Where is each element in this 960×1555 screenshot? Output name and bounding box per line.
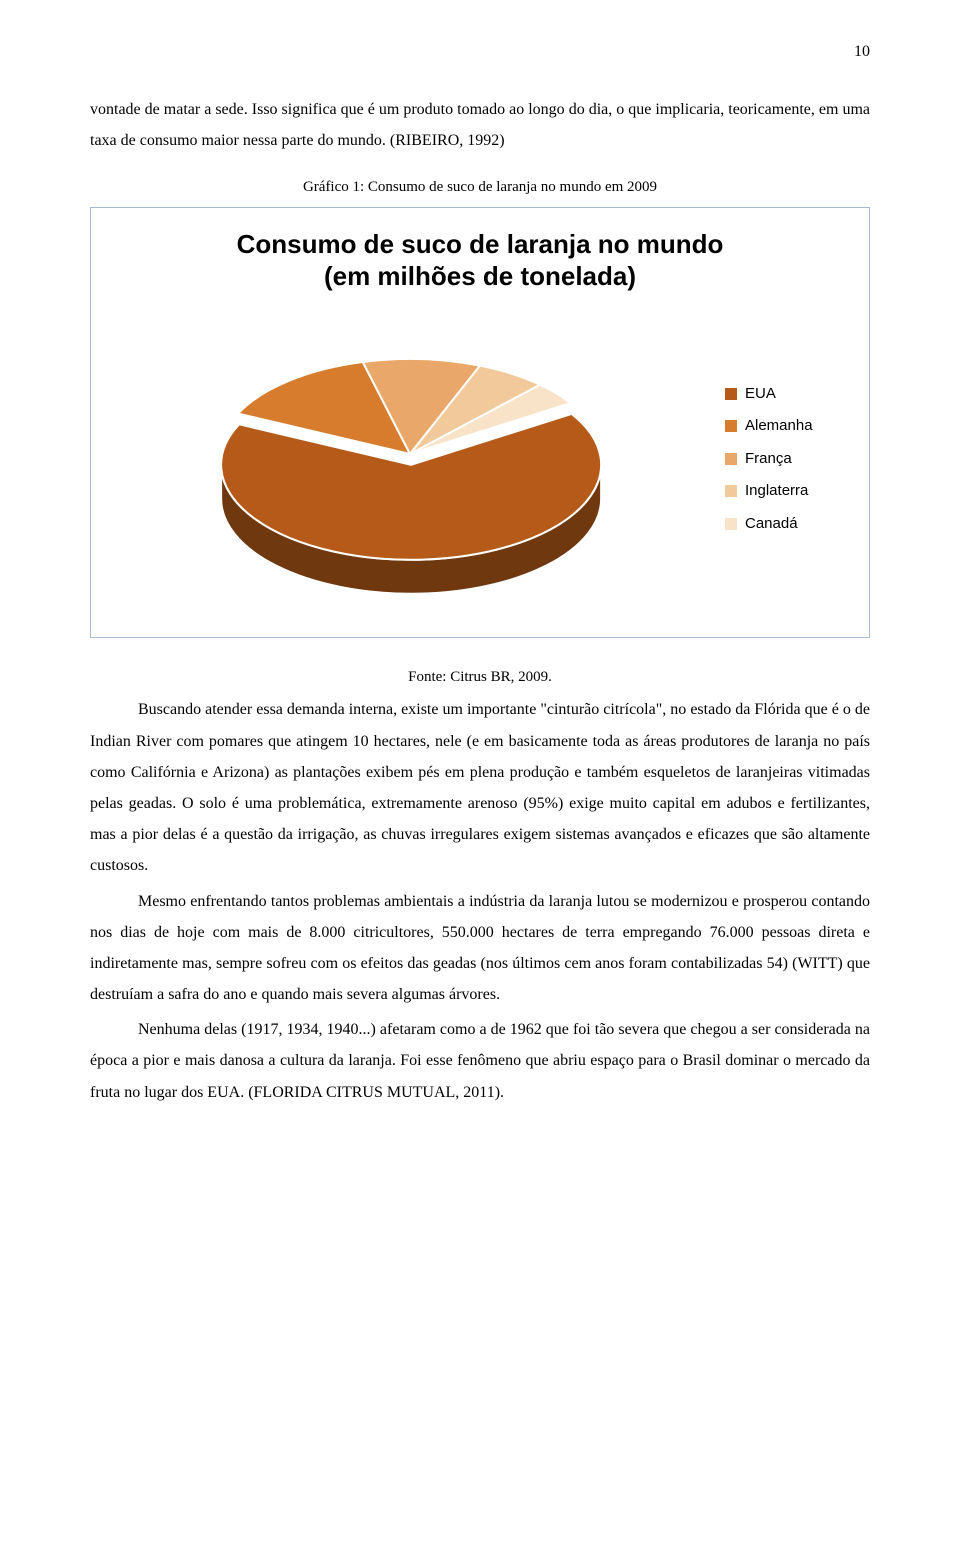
legend-item: EUA: [725, 383, 845, 406]
pie-wrap: [115, 309, 705, 609]
legend-item: França: [725, 448, 845, 471]
legend-label: Canadá: [745, 513, 798, 536]
legend: EUA Alemanha França Inglaterra Canadá: [725, 383, 845, 536]
legend-swatch: [725, 453, 737, 465]
paragraph-4: Nenhuma delas (1917, 1934, 1940...) afet…: [90, 1014, 870, 1108]
pie-chart: [190, 309, 630, 609]
legend-item: Canadá: [725, 513, 845, 536]
page-number: 10: [90, 40, 870, 64]
legend-label: França: [745, 448, 792, 471]
legend-item: Inglaterra: [725, 480, 845, 503]
chart-title-line1: Consumo de suco de laranja no mundo: [237, 229, 724, 259]
chart-title-line2: (em milhões de tonelada): [324, 261, 636, 291]
legend-swatch: [725, 388, 737, 400]
legend-swatch: [725, 420, 737, 432]
chart-title: Consumo de suco de laranja no mundo (em …: [115, 228, 845, 293]
legend-label: EUA: [745, 383, 776, 406]
paragraph-3: Mesmo enfrentando tantos problemas ambie…: [90, 886, 870, 1011]
chart-source: Fonte: Citrus BR, 2009.: [90, 666, 870, 689]
chart-container: Consumo de suco de laranja no mundo (em …: [90, 207, 870, 638]
paragraph-1: vontade de matar a sede. Isso significa …: [90, 94, 870, 156]
legend-label: Inglaterra: [745, 480, 808, 503]
chart-caption: Gráfico 1: Consumo de suco de laranja no…: [90, 176, 870, 199]
legend-label: Alemanha: [745, 415, 813, 438]
chart-body: EUA Alemanha França Inglaterra Canadá: [115, 309, 845, 609]
legend-swatch: [725, 485, 737, 497]
paragraph-2: Buscando atender essa demanda interna, e…: [90, 694, 870, 881]
legend-item: Alemanha: [725, 415, 845, 438]
legend-swatch: [725, 518, 737, 530]
